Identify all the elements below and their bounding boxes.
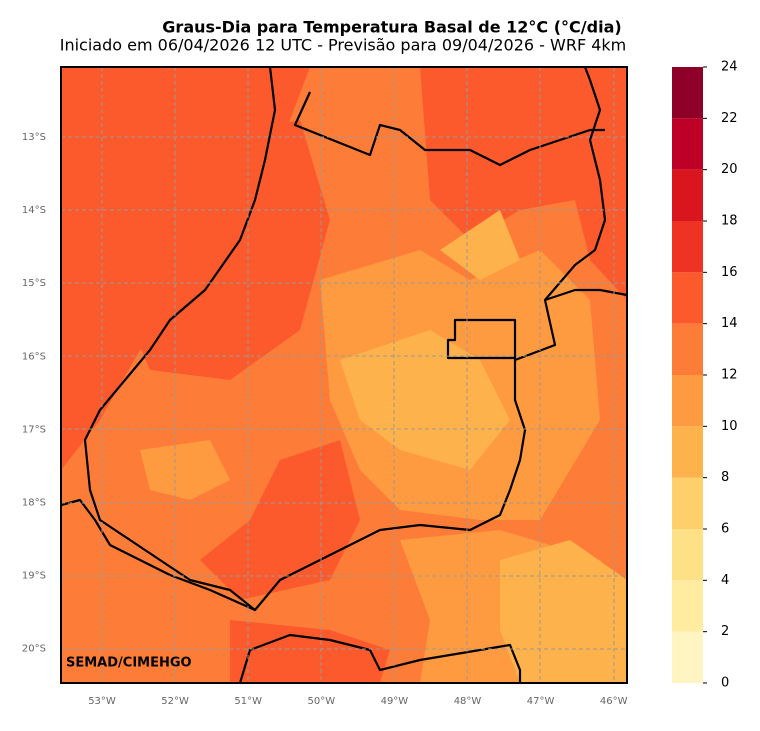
- colorbar-label: 14: [721, 316, 738, 331]
- colorbar-label: 12: [721, 368, 738, 383]
- cool-area: [440, 210, 520, 280]
- colorbar-band: [672, 477, 703, 529]
- colorbar-band: [672, 375, 703, 427]
- colorbar-label: 6: [721, 522, 729, 537]
- colorbar-label: 4: [721, 573, 729, 588]
- warm-area: [120, 120, 330, 380]
- colorbar-label: 16: [721, 265, 738, 280]
- lon-label: 47°W: [527, 696, 555, 707]
- lat-label: 15°S: [22, 278, 46, 289]
- map-frame: [60, 66, 628, 684]
- state-border: [238, 633, 522, 683]
- colorbar-band: [672, 118, 703, 170]
- warm-area: [420, 67, 627, 300]
- subtitle: Iniciado em 06/04/2026 12 UTC - Previsão…: [60, 36, 627, 55]
- warm-area: [230, 620, 390, 683]
- colorbar-label: 18: [721, 214, 738, 229]
- state-border: [293, 91, 605, 167]
- lat-label: 19°S: [22, 571, 46, 582]
- title: Graus-Dia para Temperatura Basal de 12°C…: [162, 18, 621, 37]
- lon-label: 46°W: [600, 696, 628, 707]
- lat-label: 13°S: [22, 132, 46, 143]
- lat-label: 17°S: [22, 424, 46, 435]
- colorbar-label: 24: [721, 60, 738, 75]
- lat-label: 18°S: [22, 498, 46, 509]
- lon-label: 50°W: [307, 696, 335, 707]
- colorbar-band: [672, 272, 703, 324]
- colorbar-band: [672, 631, 703, 683]
- colorbar-band: [672, 323, 703, 375]
- lon-label: 52°W: [161, 696, 189, 707]
- lon-label: 51°W: [234, 696, 262, 707]
- colorbar-band: [672, 221, 703, 273]
- credit: SEMAD/CIMEHGO: [66, 656, 192, 671]
- lat-labels: 13°S 14°S 15°S 16°S 17°S 18°S 19°S 20°S: [22, 132, 46, 655]
- state-border: [83, 67, 607, 612]
- colorbar-band: [672, 580, 703, 632]
- colorbar-band: [672, 426, 703, 478]
- colorbar-label: 8: [721, 470, 729, 485]
- colorbar-label: 20: [721, 162, 738, 177]
- lat-label: 14°S: [22, 205, 46, 216]
- lon-labels: 53°W 52°W 51°W 50°W 49°W 48°W 47°W 46°W: [88, 696, 627, 707]
- lon-label: 53°W: [88, 696, 116, 707]
- colorbar-band: [672, 529, 703, 581]
- lat-label: 16°S: [22, 351, 46, 362]
- mild-area: [140, 440, 230, 500]
- lon-label: 49°W: [381, 696, 409, 707]
- colorbar-label: 0: [721, 676, 729, 691]
- colorbar-label: 22: [721, 111, 738, 126]
- colorbar-label: 10: [721, 419, 738, 434]
- federal-district: [446, 318, 517, 360]
- colorbar-band: [672, 169, 703, 221]
- grid: [61, 67, 627, 683]
- colorbar-band: [672, 67, 703, 119]
- map: [61, 67, 627, 683]
- lat-label: 20°S: [22, 644, 46, 655]
- lon-label: 48°W: [454, 696, 482, 707]
- colorbar-label: 2: [721, 624, 729, 639]
